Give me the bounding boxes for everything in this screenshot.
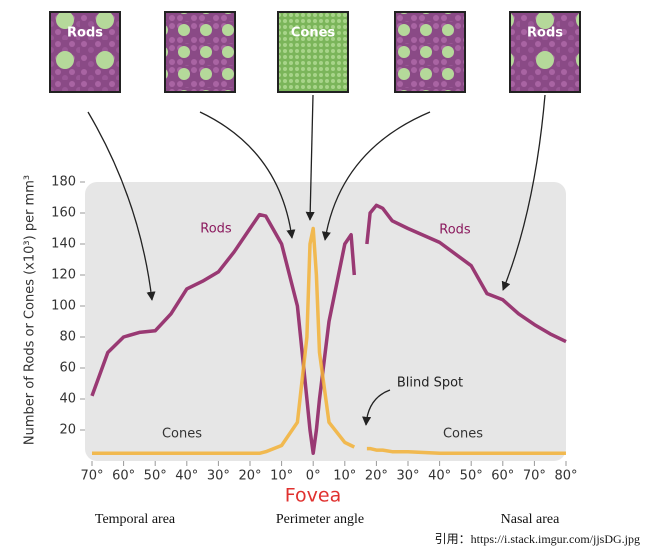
- series-line: [90, 203, 567, 456]
- x-tick-label: 10°: [333, 469, 356, 484]
- x-tick-label: 60°: [112, 469, 135, 484]
- annotation: Rods: [439, 223, 471, 238]
- annotation: Blind Spot: [397, 376, 463, 391]
- region-label: Nasal area: [501, 512, 560, 527]
- y-tick-label: 60: [59, 361, 76, 376]
- y-tick-label: 180: [51, 175, 76, 190]
- x-tick-label: 10°: [270, 469, 293, 484]
- y-tick-label: 40: [59, 392, 76, 407]
- panel: [277, 11, 349, 93]
- y-tick-label: 140: [51, 237, 76, 252]
- arrow: [501, 94, 546, 291]
- x-tick-label: 60°: [491, 469, 514, 484]
- series-line: [92, 226, 566, 456]
- x-tick-label: 50°: [144, 469, 167, 484]
- y-tick-label: 20: [59, 423, 76, 438]
- arrow: [305, 94, 315, 221]
- y-tick-label: 100: [51, 299, 76, 314]
- panel-label: Cones: [291, 26, 336, 41]
- x-axis-label: Perimeter angle: [276, 512, 364, 527]
- annotation: Cones: [162, 427, 202, 442]
- y-tick-label: 80: [59, 330, 76, 345]
- panel: [49, 11, 121, 93]
- panels: Rods Cones Rods: [49, 11, 581, 93]
- arrow: [199, 111, 296, 239]
- arrow: [321, 111, 431, 241]
- region-label: Temporal area: [95, 512, 176, 527]
- annotation: Cones: [443, 427, 483, 442]
- x-tick-label: 20°: [365, 469, 388, 484]
- panel: [164, 11, 236, 93]
- panel-label: Rods: [527, 26, 563, 41]
- plot-area: [85, 182, 566, 461]
- arrow: [362, 389, 391, 426]
- x-tick-label: 50°: [460, 469, 483, 484]
- x-tick-label: 30°: [207, 469, 230, 484]
- panel: [394, 11, 466, 93]
- panel: [509, 11, 581, 93]
- arrows: [87, 94, 546, 426]
- x-tick-label: 20°: [238, 469, 261, 484]
- y-axis-label: Number of Rods or Cones (x10³) per mm³: [23, 175, 38, 445]
- fovea-label: Fovea: [285, 485, 341, 507]
- x-tick-label: 40°: [175, 469, 198, 484]
- x-tick-label: 70°: [80, 469, 103, 484]
- panel-label: Rods: [67, 26, 103, 41]
- y-tick-label: 120: [51, 268, 76, 283]
- source: 引用：https://i.stack.imgur.com/jjsDG.jpg: [435, 532, 640, 546]
- x-tick-label: 80°: [554, 469, 577, 484]
- x-tick-label: 30°: [396, 469, 419, 484]
- x-tick-label: 0°: [306, 469, 321, 484]
- x-tick-label: 70°: [523, 469, 546, 484]
- y-tick-label: 160: [51, 206, 76, 221]
- x-tick-label: 40°: [428, 469, 451, 484]
- annotation: Rods: [200, 222, 232, 237]
- arrow: [87, 111, 156, 301]
